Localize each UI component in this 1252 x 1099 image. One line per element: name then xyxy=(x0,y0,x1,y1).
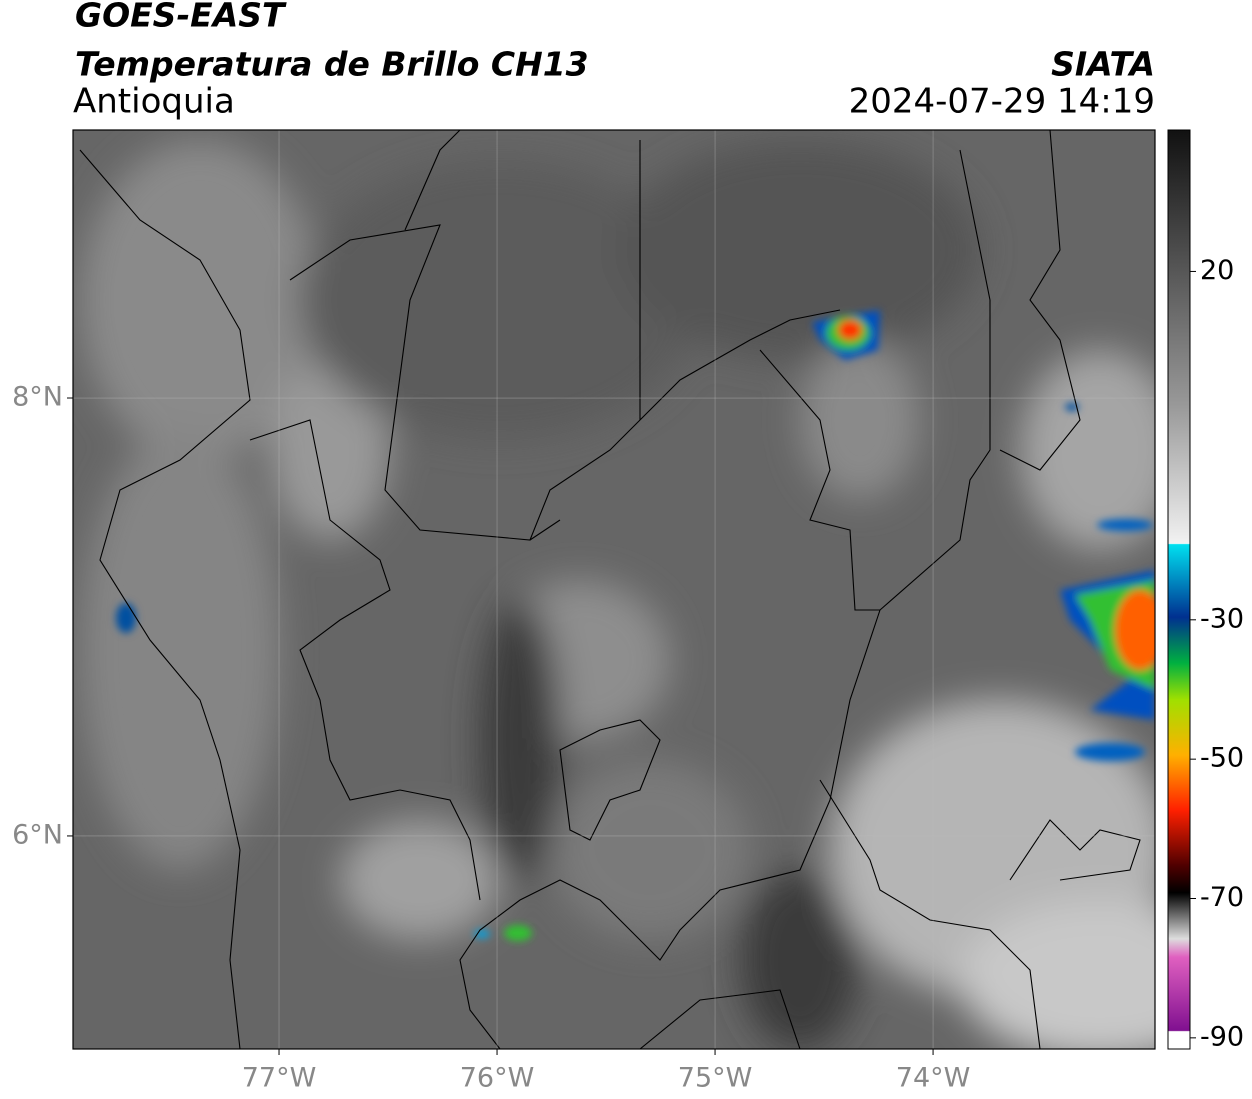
colorbar-tick-label: -90 xyxy=(1200,1021,1244,1052)
colorbar-tick-label: 20 xyxy=(1200,255,1234,286)
subtitle: Temperatura de Brillo CH13 xyxy=(75,45,589,84)
colorbar xyxy=(1167,129,1191,1050)
x-tick-label: 75°W xyxy=(678,1063,753,1094)
y-tick-label: 8°N xyxy=(12,382,63,413)
x-tick-label: 76°W xyxy=(460,1063,535,1094)
title: GOES-EAST xyxy=(75,0,287,35)
colorbar-tick-label: -50 xyxy=(1200,743,1244,774)
map-image xyxy=(73,130,1155,1049)
colorbar-tick-label: -70 xyxy=(1200,882,1244,913)
borders xyxy=(79,130,1141,1049)
map-frame xyxy=(72,129,1156,1050)
datetime: 2024-07-29 14:19 xyxy=(849,82,1155,122)
x-tick-label: 74°W xyxy=(896,1063,971,1094)
colorbar-tick-label: -30 xyxy=(1200,603,1244,634)
x-tick-label: 77°W xyxy=(242,1063,317,1094)
grid xyxy=(73,130,1155,1049)
ticks: 77°W 76°W 75°W 74°W 8°N 6°N 20 -30 -50 -70 -90 xyxy=(12,255,1244,1094)
source: SIATA xyxy=(1051,45,1155,84)
y-tick-label: 6°N xyxy=(12,819,63,850)
cloud-texture xyxy=(80,140,1155,1049)
convective-cells xyxy=(116,310,1155,941)
region: Antioquia xyxy=(73,82,235,122)
